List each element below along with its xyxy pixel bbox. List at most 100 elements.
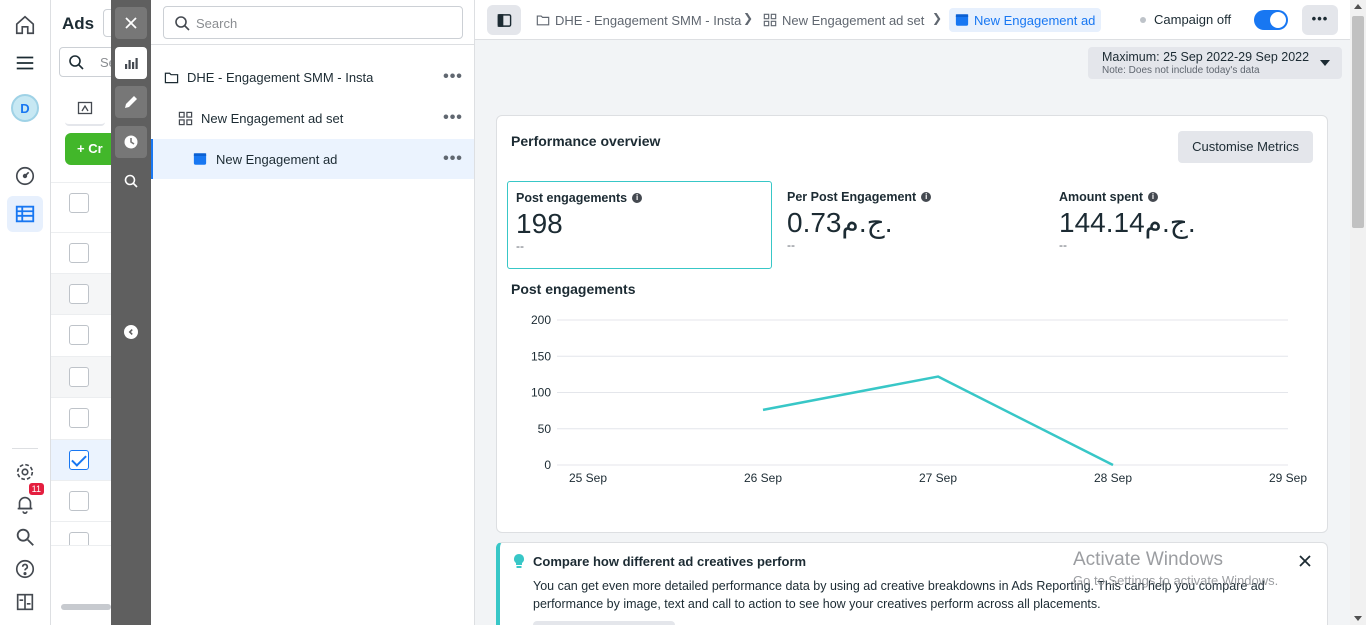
date-range-picker[interactable]: Maximum: 25 Sep 2022-29 Sep 2022 Note: D… [1088, 47, 1342, 79]
tree-item-label: New Engagement ad [216, 151, 338, 167]
dashboard-icon[interactable] [10, 161, 40, 191]
y-tick-label: 0 [544, 458, 551, 472]
x-tick-label: 28 Sep [1094, 471, 1132, 485]
tree-item-label: DHE - Engagement SMM - Insta [187, 69, 374, 85]
tree-divider [151, 44, 475, 45]
row-checkbox[interactable] [69, 408, 89, 428]
tip-action-button[interactable] [533, 621, 675, 625]
avatar: D [11, 94, 39, 122]
info-icon[interactable]: i [921, 192, 932, 202]
x-tick-label: 29 Sep [1269, 471, 1307, 485]
campaign-status: Campaign off [1140, 12, 1231, 27]
folder-tab[interactable] [65, 92, 105, 126]
table-icon[interactable] [10, 199, 40, 229]
table-row [51, 439, 111, 480]
y-tick-label: 150 [531, 349, 551, 363]
tip-body: You can get even more detailed performan… [533, 579, 1265, 611]
ads-dropdown[interactable] [103, 9, 111, 37]
grid-icon [177, 110, 193, 126]
toggle-sidebar-button[interactable] [487, 5, 521, 35]
caret-down-icon [1320, 60, 1330, 66]
breadcrumb-adset[interactable]: New Engagement ad set [763, 8, 924, 32]
more-options-button[interactable]: ••• [443, 68, 463, 85]
top-toolbar: DHE - Engagement SMM - Insta ❯ New Engag… [475, 0, 1350, 40]
panel-icon[interactable] [10, 587, 40, 617]
table-row [51, 273, 111, 314]
chart-title: Post engagements [511, 281, 636, 297]
table-row [51, 397, 111, 438]
date-range-note: Note: Does not include today's data [1102, 65, 1260, 76]
tool-strip [111, 0, 151, 625]
breadcrumb-campaign[interactable]: DHE - Engagement SMM - Insta [536, 8, 741, 32]
tree-search-input[interactable] [196, 13, 446, 33]
left-nav-rail: D 11 [0, 0, 51, 625]
row-checkbox[interactable] [69, 325, 89, 345]
bell-icon[interactable]: 11 [10, 483, 44, 519]
row-checkbox[interactable] [69, 284, 89, 304]
ad-icon [192, 151, 208, 167]
chart-icon [125, 58, 138, 69]
tree-item-campaign[interactable]: DHE - Engagement SMM - Insta ••• [151, 57, 474, 97]
info-icon[interactable]: i [1148, 192, 1159, 202]
grid-icon [763, 13, 777, 27]
search-icon [175, 16, 190, 31]
more-options-button[interactable]: ••• [1302, 5, 1338, 35]
account-avatar[interactable]: D [10, 93, 40, 123]
home-icon[interactable] [10, 10, 40, 40]
create-button[interactable]: + Cr [65, 133, 111, 165]
row-checkbox[interactable] [69, 367, 89, 387]
ad-icon [955, 14, 969, 26]
inspect-tool-button[interactable] [115, 165, 147, 197]
performance-overview-card: Performance overview Customise Metrics P… [496, 115, 1328, 533]
row-checkbox[interactable] [69, 193, 89, 213]
folder-icon [163, 69, 179, 85]
rail-divider [12, 448, 38, 449]
ads-search-placeholder: Se [100, 55, 111, 70]
edit-tool-button[interactable] [115, 86, 147, 118]
metric-label: Per Post Engagement i [787, 190, 1036, 204]
info-icon[interactable]: i [632, 193, 643, 203]
menu-icon[interactable] [10, 48, 40, 78]
breadcrumb-ad[interactable]: New Engagement ad [949, 8, 1102, 32]
performance-tool-button[interactable] [115, 47, 147, 79]
close-icon[interactable] [1297, 553, 1313, 569]
search-icon[interactable] [10, 522, 40, 552]
close-panel-button[interactable] [115, 7, 147, 39]
collapse-button[interactable] [124, 325, 138, 339]
tree-search [163, 6, 463, 39]
metric-label: Amount spent i [1059, 190, 1308, 204]
metric-per-post-engagement[interactable]: Per Post Engagement i 0.73ج.م. -- [779, 181, 1044, 269]
history-tool-button[interactable] [115, 126, 147, 158]
horizontal-scrollbar[interactable] [61, 604, 111, 610]
metric-value: 144.14ج.م. [1059, 207, 1196, 238]
metric-amount-spent[interactable]: Amount spent i 144.14ج.م. -- [1051, 181, 1316, 269]
table-row [51, 480, 111, 521]
customise-metrics-button[interactable]: Customise Metrics [1178, 131, 1313, 163]
tree-item-label: New Engagement ad set [201, 110, 344, 126]
tree-item-adset[interactable]: New Engagement ad set ••• [151, 98, 474, 138]
scroll-up-arrow[interactable] [1354, 4, 1362, 9]
more-options-button[interactable]: ••• [443, 109, 463, 126]
row-checkbox[interactable] [69, 491, 89, 511]
scrollbar-thumb[interactable] [1352, 16, 1364, 228]
campaign-toggle[interactable] [1254, 10, 1288, 30]
more-options-button[interactable]: ••• [443, 150, 463, 167]
ads-search-input[interactable]: Se [59, 47, 111, 77]
table-footer [51, 545, 111, 586]
metric-post-engagements[interactable]: Post engagements i 198 -- [507, 181, 772, 269]
notification-badge: 11 [28, 483, 44, 495]
help-icon[interactable] [10, 554, 40, 584]
y-tick-label: 50 [538, 422, 552, 436]
row-checkbox[interactable] [69, 243, 89, 263]
vertical-scrollbar[interactable] [1350, 0, 1366, 625]
table-row [51, 314, 111, 355]
tree-item-ad-selected[interactable]: New Engagement ad ••• [151, 139, 474, 179]
creative-tip-banner: Compare how different ad creatives perfo… [496, 542, 1328, 625]
breadcrumb-label: DHE - Engagement SMM - Insta [555, 12, 742, 28]
scroll-down-arrow[interactable] [1354, 616, 1362, 621]
row-checkbox-checked[interactable] [69, 450, 89, 470]
settings-icon[interactable] [10, 457, 40, 487]
metric-delta: -- [516, 239, 524, 253]
history-icon [124, 135, 138, 149]
campaign-status-label: Campaign off [1154, 12, 1232, 27]
